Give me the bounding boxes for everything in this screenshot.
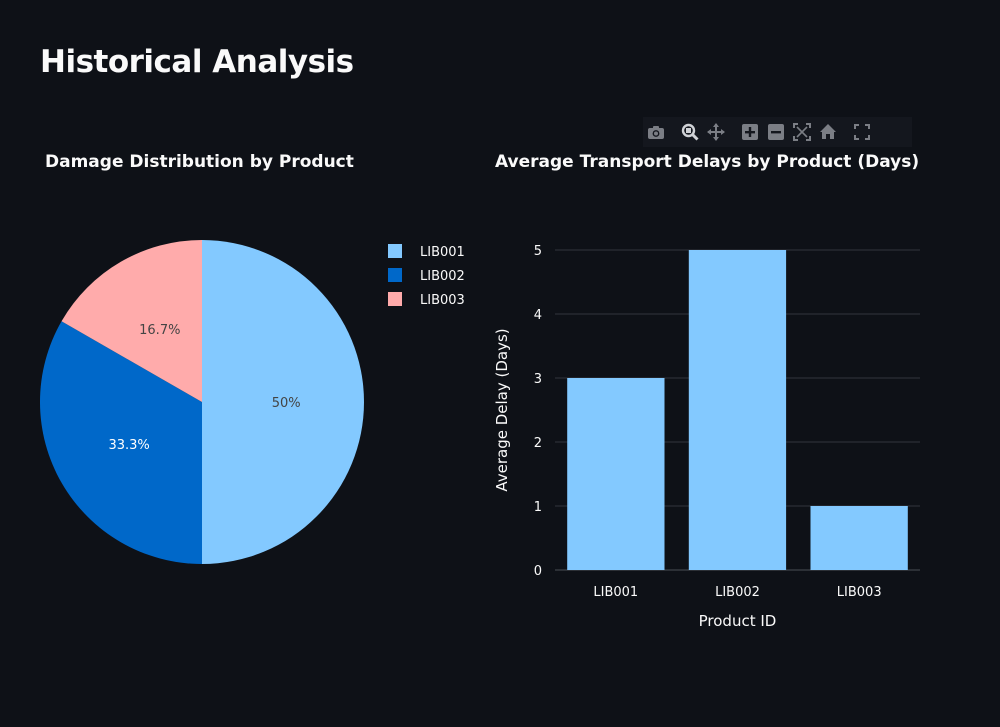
zoom-in-button[interactable] bbox=[737, 119, 763, 145]
pie-chart: 50% 33.3% 16.7% LIB001 LIB002 LIB003 bbox=[39, 239, 465, 564]
legend-label-lib001[interactable]: LIB001 bbox=[420, 245, 465, 260]
legend-label-lib002[interactable]: LIB002 bbox=[420, 269, 465, 284]
x-tick-label: LIB002 bbox=[715, 585, 760, 600]
fullscreen-icon bbox=[854, 124, 870, 140]
legend-swatch-lib001[interactable] bbox=[388, 244, 402, 258]
legend-swatch-lib003[interactable] bbox=[388, 292, 402, 306]
reset-axes-icon bbox=[820, 124, 836, 139]
pan-icon bbox=[707, 123, 725, 141]
x-axis-title: Product ID bbox=[699, 612, 777, 630]
fullscreen-button[interactable] bbox=[849, 119, 875, 145]
y-tick-label: 4 bbox=[534, 308, 542, 323]
y-tick-label: 1 bbox=[534, 500, 542, 515]
zoom-button[interactable] bbox=[677, 119, 703, 145]
download-png-button[interactable] bbox=[643, 119, 669, 145]
page-title: Historical Analysis bbox=[40, 44, 354, 80]
pie-slice-label: 33.3% bbox=[108, 438, 149, 453]
pie-slice-label: 16.7% bbox=[139, 323, 180, 338]
reset-axes-button[interactable] bbox=[815, 119, 841, 145]
pie-slice-label: 50% bbox=[272, 396, 301, 411]
pan-button[interactable] bbox=[703, 119, 729, 145]
pie-slice-lib001[interactable] bbox=[202, 240, 364, 564]
legend-label-lib003[interactable]: LIB003 bbox=[420, 293, 465, 308]
pie-slice-lib002[interactable] bbox=[39, 321, 203, 564]
bar-lib003[interactable] bbox=[810, 506, 908, 570]
bar-lib002[interactable] bbox=[688, 250, 787, 570]
zoom-in-icon bbox=[742, 124, 758, 140]
autoscale-icon bbox=[793, 123, 811, 141]
bar-chart-title: Average Transport Delays by Product (Day… bbox=[495, 152, 920, 172]
pie-slice-lib003[interactable] bbox=[61, 239, 202, 402]
y-tick-label: 2 bbox=[534, 436, 542, 451]
zoom-out-button[interactable] bbox=[763, 119, 789, 145]
x-tick-label: LIB001 bbox=[593, 585, 638, 600]
x-tick-label: LIB003 bbox=[837, 585, 882, 600]
chart-toolbar bbox=[643, 117, 912, 147]
bar-chart: 0 1 2 3 4 5 LIB001 LIB002 LIB003 Product ID Averag… bbox=[493, 244, 920, 630]
pie-chart-title: Damage Distribution by Product bbox=[45, 152, 354, 172]
camera-icon bbox=[648, 126, 664, 139]
y-tick-label: 0 bbox=[534, 564, 542, 579]
y-axis-title: Average Delay (Days) bbox=[493, 328, 511, 491]
y-tick-label: 5 bbox=[534, 244, 542, 259]
zoom-icon bbox=[681, 123, 699, 141]
autoscale-button[interactable] bbox=[789, 119, 815, 145]
bar-lib001[interactable] bbox=[567, 378, 665, 570]
zoom-out-icon bbox=[768, 124, 784, 140]
legend-swatch-lib002[interactable] bbox=[388, 268, 402, 282]
y-tick-label: 3 bbox=[534, 372, 542, 387]
